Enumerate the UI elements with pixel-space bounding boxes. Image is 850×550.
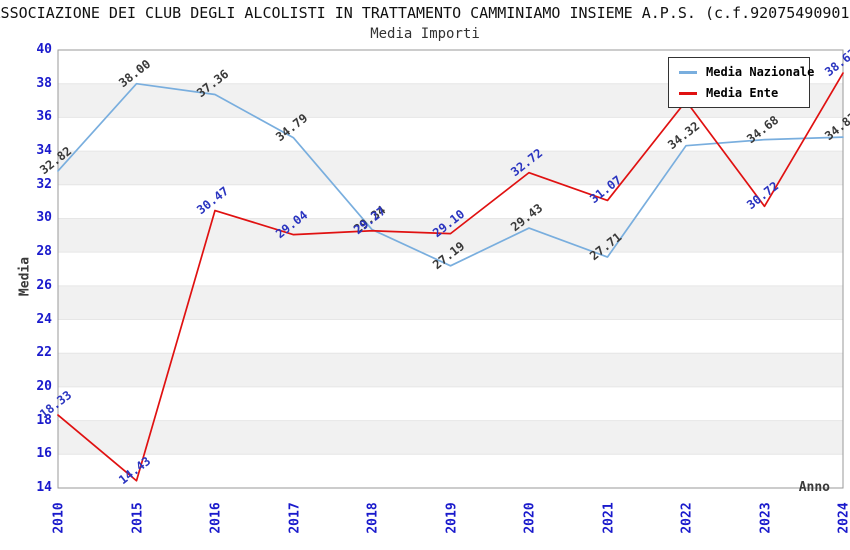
y-tick-label: 14 (36, 480, 52, 495)
y-tick-label: 32 (36, 176, 52, 192)
series-line-ente (57, 72, 844, 482)
y-tick-label: 34 (36, 143, 52, 159)
legend-label-ente: Media Ente (706, 86, 779, 100)
chart-title: ASSOCIAZIONE DEI CLUB DEGLI ALCOLISTI IN… (0, 4, 850, 22)
x-tick-label: 2010 (51, 502, 67, 534)
legend-swatch-nazionale (679, 70, 697, 74)
x-tick-label: 2018 (365, 502, 381, 534)
y-tick-label: 28 (36, 244, 52, 260)
grid-band (58, 353, 843, 387)
grid-band (58, 151, 843, 185)
x-tick-label: 2020 (522, 502, 538, 534)
plot-border (57, 49, 844, 489)
y-tick-label: 30 (36, 210, 52, 226)
y-tick-label: 26 (36, 277, 52, 293)
x-tick-label: 2017 (287, 502, 302, 534)
y-tick-label: 24 (36, 311, 52, 327)
legend-item-media-ente: Media Ente (679, 86, 801, 100)
x-tick-label: 2024 (836, 502, 850, 534)
x-tick-label: 2015 (130, 502, 145, 534)
legend-item-media-nazionale: Media Nazionale (679, 65, 814, 79)
series-line-nazionale (57, 82, 844, 267)
x-tick-label: 2016 (208, 502, 224, 534)
legend-label-nazionale: Media Nazionale (706, 65, 815, 79)
x-tick-label: 2023 (758, 502, 773, 534)
y-tick-label: 36 (36, 109, 52, 125)
legend-swatch-ente (679, 91, 697, 95)
y-tick-label: 18 (36, 412, 52, 428)
x-tick-label: 2019 (444, 502, 459, 534)
x-tick-label: 2021 (601, 502, 616, 534)
chart-subtitle: Media Importi (370, 26, 480, 42)
legend: Media Nazionale Media Ente (668, 57, 814, 108)
grid-band (58, 420, 843, 455)
grid-band (58, 218, 843, 253)
y-axis-label: Media (17, 256, 33, 297)
grid-band (58, 285, 843, 320)
y-tick-label: 40 (36, 42, 52, 57)
y-tick-label: 38 (36, 75, 52, 91)
y-tick-label: 20 (36, 378, 52, 394)
x-tick-label: 2022 (679, 502, 695, 534)
y-tick-label: 22 (36, 345, 52, 361)
x-axis-label: Anno (798, 480, 830, 495)
y-tick-label: 16 (36, 446, 52, 462)
